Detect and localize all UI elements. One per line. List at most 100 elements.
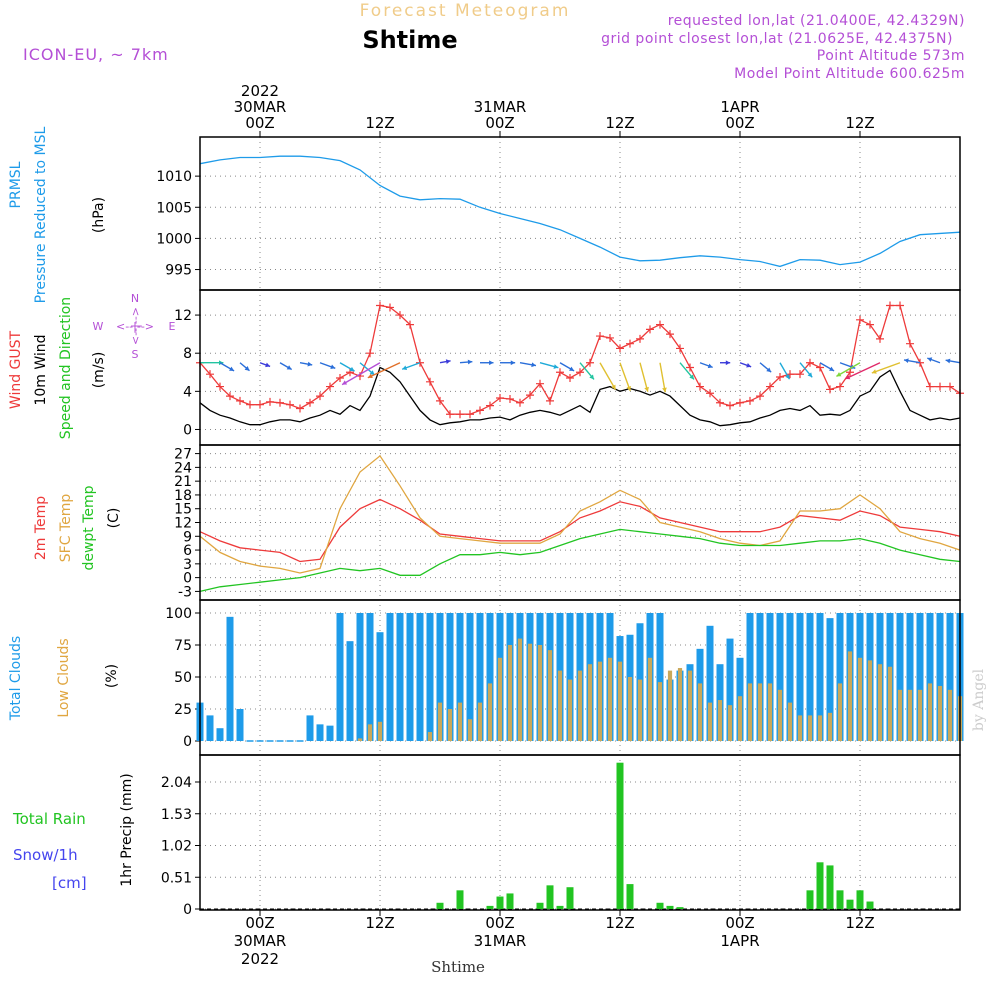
wind-arrowhead [836, 372, 842, 377]
wind-arrowhead [307, 361, 313, 367]
total-cloud-bar [936, 613, 944, 741]
gust-marker [306, 398, 314, 407]
footer-label: Shtime [431, 958, 485, 976]
compass-s: S [132, 348, 139, 361]
gust-marker [296, 404, 304, 413]
low-cloud-bar [847, 651, 853, 741]
low-cloud-bar [857, 657, 863, 741]
low-cloud-bar [707, 702, 713, 741]
low-cloud-bar [757, 683, 763, 741]
total-clouds-label: Total Clouds [8, 636, 24, 721]
wind-arrow [845, 362, 881, 380]
total-cloud-bar [726, 638, 734, 741]
low-cloud-bar [837, 683, 843, 741]
total-cloud-bar [906, 613, 914, 741]
total-cloud-bar [346, 641, 354, 741]
wind-arrowhead [725, 360, 731, 366]
gust-marker [566, 373, 574, 382]
low-cloud-bar [927, 683, 933, 741]
y-tick-label: 995 [165, 263, 192, 279]
point-altitude: Point Altitude 573m [817, 48, 965, 64]
gust-marker [576, 368, 584, 377]
gust-marker [666, 330, 674, 339]
panel-frame [199, 289, 961, 446]
wind-arrow [619, 362, 631, 392]
y-tick-label: 1010 [156, 169, 192, 185]
top-date-label: 12Z [365, 114, 394, 132]
dewpt-line [199, 528, 961, 593]
rain-bar [506, 893, 514, 909]
gust-marker [526, 391, 534, 400]
rain-bar [556, 905, 564, 909]
low-cloud-bar [827, 712, 833, 741]
compass-e: E [169, 320, 176, 333]
low-cloud-bar [697, 683, 703, 741]
rain-bar [536, 902, 544, 909]
gust-marker [316, 392, 324, 401]
low-cloud-bar [887, 666, 893, 741]
total-cloud-bar [476, 613, 484, 741]
total-cloud-bar [326, 725, 334, 741]
total-cloud-bar [916, 613, 924, 741]
rain-bar [666, 905, 674, 909]
total-cloud-bar [406, 613, 414, 741]
total-cloud-bar [566, 613, 574, 741]
top-date-label: 00Z [245, 114, 274, 132]
gust-marker [366, 349, 374, 358]
total-cloud-bar [796, 613, 804, 741]
prmsl-label: PRMSL [8, 161, 24, 208]
gust-marker [706, 389, 714, 398]
total-cloud-bar [896, 613, 904, 741]
gust-marker [696, 382, 704, 391]
gust-marker [236, 396, 244, 405]
wind-arrowhead [626, 385, 632, 391]
low-cloud-bar [527, 643, 533, 741]
gust-marker [246, 400, 254, 409]
low-cloud-bar [557, 670, 563, 741]
wind-arrowhead [244, 366, 250, 371]
temp2m-label: 2m Temp [33, 496, 49, 560]
gust-marker [926, 382, 934, 391]
temp-units: (C) [106, 508, 122, 529]
wind-arrowhead [662, 387, 667, 393]
model-altitude: Model Point Altitude 600.625m [734, 66, 965, 82]
top-date-label: 12Z [605, 114, 634, 132]
rain-bar [866, 901, 874, 909]
wind-arrowhead [746, 363, 752, 368]
rain-bar [566, 887, 574, 909]
sfctemp-line [199, 454, 961, 574]
gust-marker [946, 382, 954, 391]
gust-marker [686, 363, 694, 372]
low-cloud-bar [817, 715, 823, 741]
total-cloud-bar [356, 613, 364, 741]
total-cloud-bar [206, 715, 214, 741]
gust-marker [326, 382, 334, 391]
gust-marker [936, 382, 944, 391]
y-tick-label: 12 [174, 516, 192, 532]
y-tick-label: 50 [174, 670, 192, 686]
gust-marker [746, 396, 754, 405]
gust-marker [216, 382, 224, 391]
wind-arrowhead [945, 358, 951, 364]
y-tick-label: 18 [174, 488, 192, 504]
y-tick-label: 0 [183, 422, 192, 438]
y-tick-label: 75 [174, 638, 192, 654]
y-tick-label: 25 [174, 702, 192, 718]
total-cloud-bar [236, 709, 244, 741]
gust-marker [616, 344, 624, 353]
gust-marker [386, 303, 394, 312]
low-cloud-bar [877, 664, 883, 741]
bottom-date-label: 00Z [245, 914, 274, 932]
low-cloud-bar [687, 670, 693, 741]
bottom-date-label: 12Z [605, 914, 634, 932]
top-date-label: 1APR [720, 98, 759, 116]
wind-arrowhead [445, 359, 451, 364]
low-cloud-bar [667, 670, 673, 741]
low-cloud-bar [747, 683, 753, 741]
low-cloud-bar [537, 645, 543, 741]
total-cloud-bar [376, 632, 384, 741]
wind-arrowhead [611, 384, 616, 390]
low-cloud-bar [737, 696, 743, 741]
gust-marker [336, 373, 344, 382]
